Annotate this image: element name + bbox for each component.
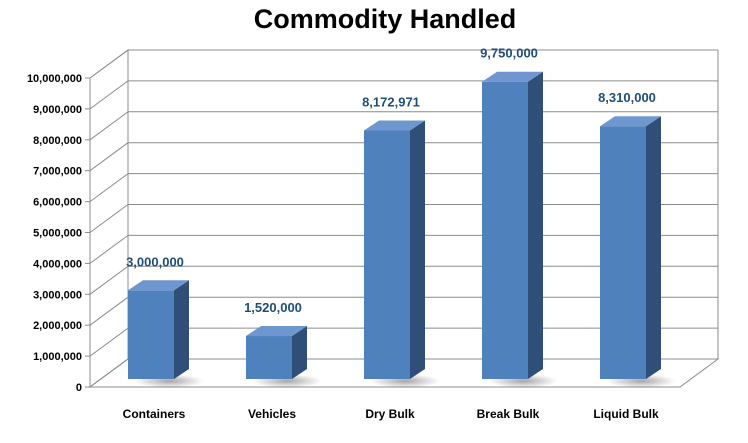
bar-side bbox=[174, 280, 189, 379]
y-axis-tick-labels: 0 1,000,000 2,000,000 3,000,000 4,000,000 5,0… bbox=[27, 73, 82, 394]
x-tick-label: Break Bulk bbox=[477, 407, 540, 421]
y-tick-label: 3,000,000 bbox=[33, 289, 82, 301]
bars bbox=[128, 71, 676, 388]
data-label: 9,750,000 bbox=[480, 46, 538, 61]
x-tick-label: Vehicles bbox=[248, 407, 296, 421]
y-tick-label: 5,000,000 bbox=[33, 228, 82, 240]
bar-side bbox=[646, 116, 661, 379]
gridline-diagonal bbox=[89, 296, 129, 326]
gridline-diagonal bbox=[89, 234, 129, 264]
y-tick-label: 9,000,000 bbox=[33, 104, 82, 116]
bar bbox=[482, 81, 528, 379]
y-tick-label: 10,000,000 bbox=[27, 73, 82, 85]
gridline-diagonal bbox=[89, 327, 129, 357]
bar-side bbox=[292, 326, 307, 379]
gridline-diagonal bbox=[89, 142, 129, 172]
data-label: 8,310,000 bbox=[598, 90, 656, 105]
bar-side bbox=[528, 71, 543, 379]
bar bbox=[364, 130, 410, 379]
gridline-diagonal bbox=[89, 358, 129, 388]
data-label: 3,000,000 bbox=[126, 254, 184, 269]
x-tick-label: Liquid Bulk bbox=[593, 407, 659, 421]
gridline-diagonal bbox=[89, 80, 129, 110]
category-labels: Containers Vehicles Dry Bulk Break Bulk Liqu… bbox=[123, 407, 659, 421]
data-labels: 3,000,000 1,520,000 8,172,971 9,750,000 8,31… bbox=[126, 46, 656, 315]
bar-top bbox=[246, 326, 307, 337]
y-tick-label: 4,000,000 bbox=[33, 258, 82, 270]
gridline-diagonal bbox=[89, 173, 129, 203]
y-tick-label: 2,000,000 bbox=[33, 320, 82, 332]
x-tick-label: Containers bbox=[123, 407, 186, 421]
bar bbox=[246, 336, 292, 379]
bar bbox=[600, 126, 646, 379]
gridline-diagonal bbox=[89, 111, 129, 141]
chart-title: Commodity Handled bbox=[253, 4, 517, 34]
y-tick-label: 8,000,000 bbox=[33, 135, 82, 147]
gridline-diagonal bbox=[89, 204, 129, 233]
y-tick-label: 1,000,000 bbox=[33, 351, 82, 363]
bar-top bbox=[482, 71, 543, 82]
bar bbox=[128, 290, 174, 379]
data-label: 8,172,971 bbox=[362, 94, 420, 109]
gridline-diagonal bbox=[89, 265, 129, 295]
bar-side bbox=[410, 120, 425, 379]
y-tick-label: 6,000,000 bbox=[33, 197, 82, 209]
bar-top bbox=[364, 120, 425, 131]
bar-top bbox=[128, 280, 189, 291]
x-tick-label: Dry Bulk bbox=[365, 407, 415, 421]
data-label: 1,520,000 bbox=[244, 300, 302, 315]
y-tick-label: 0 bbox=[76, 382, 82, 394]
gridline-diagonal bbox=[89, 49, 129, 79]
y-tick-label: 7,000,000 bbox=[33, 166, 82, 178]
bar-top bbox=[600, 116, 661, 127]
